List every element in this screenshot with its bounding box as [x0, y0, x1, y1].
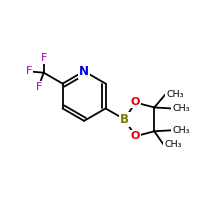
Text: O: O: [131, 131, 140, 141]
Text: F: F: [26, 66, 32, 76]
Text: F: F: [41, 53, 47, 63]
Text: CH₃: CH₃: [164, 140, 182, 149]
Text: O: O: [131, 97, 140, 107]
Text: B: B: [120, 113, 129, 126]
Text: CH₃: CH₃: [172, 104, 190, 113]
Text: CH₃: CH₃: [172, 126, 190, 135]
Text: CH₃: CH₃: [166, 90, 184, 99]
Text: F: F: [35, 82, 42, 92]
Text: N: N: [79, 65, 89, 78]
